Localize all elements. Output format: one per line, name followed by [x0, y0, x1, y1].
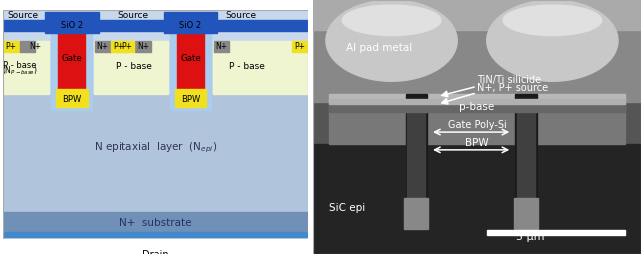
Bar: [292, 41, 308, 52]
Text: p-base: p-base: [460, 103, 494, 113]
Bar: [56, 89, 88, 107]
Text: 5 μm: 5 μm: [516, 232, 545, 242]
Text: P - base: P - base: [116, 62, 152, 71]
Ellipse shape: [503, 5, 602, 36]
Bar: [135, 41, 151, 52]
Bar: [313, 0, 641, 102]
Bar: [213, 41, 308, 93]
Bar: [329, 102, 624, 144]
Bar: [3, 20, 48, 31]
Bar: [313, 0, 641, 30]
Bar: [96, 20, 163, 31]
Bar: [329, 94, 624, 103]
Text: BPW: BPW: [181, 95, 200, 104]
Bar: [174, 89, 206, 107]
Bar: [94, 41, 168, 93]
Text: SiO 2: SiO 2: [179, 21, 201, 29]
Text: SiO 2: SiO 2: [61, 21, 83, 29]
Text: P+: P+: [294, 42, 305, 51]
Text: Gate: Gate: [62, 54, 82, 63]
Bar: [329, 102, 624, 112]
Bar: [487, 230, 624, 235]
Bar: [404, 198, 428, 229]
Text: Source: Source: [225, 11, 256, 20]
Bar: [406, 94, 427, 229]
Bar: [407, 107, 425, 198]
Text: P+: P+: [6, 42, 17, 51]
Text: BPW: BPW: [465, 138, 488, 148]
Text: SiC epi: SiC epi: [329, 203, 365, 213]
Text: N+, P+ source: N+, P+ source: [477, 83, 548, 93]
Bar: [170, 21, 211, 110]
Text: TiN/Ti silicide: TiN/Ti silicide: [477, 75, 541, 85]
Text: N+: N+: [97, 42, 109, 51]
Bar: [95, 41, 111, 52]
Text: Al pad metal: Al pad metal: [345, 43, 412, 53]
Text: BPW: BPW: [62, 95, 81, 104]
Bar: [45, 12, 99, 33]
Bar: [112, 41, 127, 52]
Ellipse shape: [326, 0, 457, 81]
Bar: [3, 232, 308, 237]
Text: Source: Source: [8, 11, 38, 20]
Bar: [20, 41, 35, 52]
Bar: [514, 198, 538, 229]
Bar: [3, 41, 49, 93]
Text: Gate Poly-Si: Gate Poly-Si: [447, 120, 506, 130]
Text: Gate: Gate: [180, 54, 201, 63]
Text: P - base: P - base: [3, 60, 37, 70]
Bar: [177, 28, 204, 89]
Ellipse shape: [342, 5, 441, 36]
Bar: [515, 94, 537, 229]
Bar: [51, 21, 92, 110]
Bar: [213, 41, 229, 52]
Bar: [329, 99, 624, 104]
Bar: [3, 93, 308, 212]
Bar: [517, 107, 535, 198]
Text: (N$_{P-base}$): (N$_{P-base}$): [2, 65, 38, 77]
Bar: [3, 212, 308, 232]
Text: Drain: Drain: [142, 250, 169, 254]
Bar: [3, 41, 19, 52]
Ellipse shape: [487, 0, 618, 81]
Bar: [313, 144, 641, 254]
Text: N+  substrate: N+ substrate: [119, 217, 192, 228]
Text: N+: N+: [215, 42, 228, 51]
Bar: [163, 12, 217, 33]
Bar: [58, 28, 85, 89]
Text: P+: P+: [113, 42, 125, 51]
Text: P+: P+: [121, 42, 132, 51]
Text: N+: N+: [29, 42, 42, 51]
Text: N epitaxial  layer  (N$_{epi}$): N epitaxial layer (N$_{epi}$): [94, 140, 217, 154]
Text: P - base: P - base: [229, 62, 265, 71]
Text: Source: Source: [117, 11, 148, 20]
Text: N+: N+: [137, 42, 149, 51]
Bar: [119, 41, 135, 52]
Bar: [215, 20, 308, 31]
